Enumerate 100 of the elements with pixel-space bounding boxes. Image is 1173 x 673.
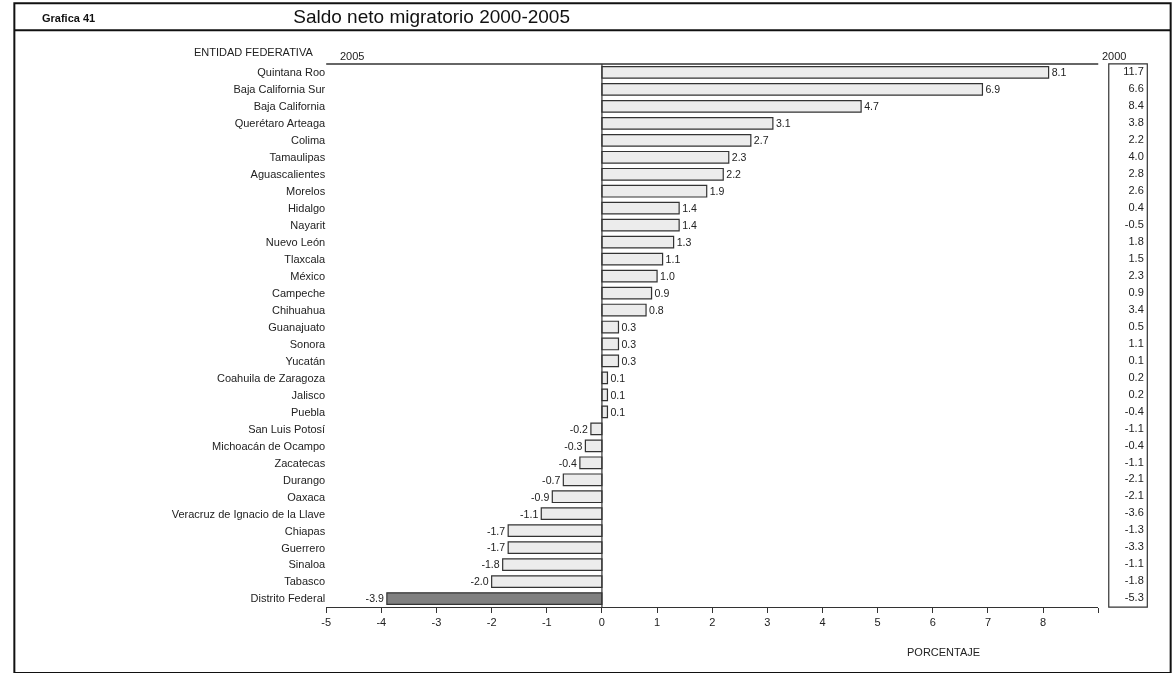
x-tick-label: -2	[486, 616, 497, 629]
text: -2.1	[1124, 489, 1144, 502]
y-tick-label: Chihuahua	[271, 303, 327, 316]
x-tick-label: -3	[431, 616, 442, 629]
text: -1.3	[1124, 523, 1144, 536]
data-label: -3.9	[365, 592, 384, 605]
y-tick-label: Nuevo León	[265, 236, 326, 248]
text: 2005	[340, 50, 365, 62]
text: -2.1	[1124, 472, 1144, 485]
y-tick-label: Tlaxcala	[284, 252, 327, 265]
y-tick-label: Sonora	[289, 337, 327, 350]
data-label: -0.2	[569, 422, 588, 435]
x-tick-label: 6	[929, 616, 936, 629]
text: -0.4	[1124, 404, 1144, 417]
text: Grafica 41	[42, 12, 96, 24]
text: 0.5	[1128, 319, 1144, 332]
text: 2.2	[1128, 133, 1144, 146]
data-label: 0.1	[610, 405, 626, 418]
data-label: -1.8	[481, 558, 500, 571]
y-tick-label: Quintana Roo	[257, 66, 326, 79]
y-tick-label: Guerrero	[281, 541, 326, 554]
text: -5.3	[1124, 591, 1144, 604]
y-tick-label: Aguascalientes	[250, 168, 326, 181]
data-label: 1.9	[709, 185, 725, 198]
text: 8.4	[1128, 99, 1144, 112]
data-label: 0.8	[649, 303, 664, 316]
y-tick-label: Campeche	[272, 286, 326, 299]
data-label: 3.1	[775, 117, 791, 130]
data-label: -1.7	[486, 524, 506, 537]
data-label: -2.0	[470, 575, 489, 588]
text: -1.8	[1124, 574, 1144, 587]
text: 3.4	[1128, 302, 1144, 315]
x-tick-label: -5	[321, 616, 332, 629]
text: 11.7	[1123, 65, 1144, 78]
x-tick-label: 4	[819, 616, 826, 629]
text: 4.0	[1128, 150, 1144, 163]
data-label: 2.3	[731, 151, 747, 164]
text: 2.3	[1128, 268, 1144, 281]
y-tick-label: Colima	[290, 134, 327, 147]
data-label: -0.3	[564, 439, 583, 452]
y-tick-label: Distrito Federal	[250, 592, 326, 605]
data-label: -0.9	[531, 490, 550, 503]
x-tick-label: 7	[984, 616, 992, 629]
y-tick-label: Morelos	[286, 185, 326, 198]
data-label: -1.1	[520, 507, 539, 520]
text: 0.4	[1128, 200, 1144, 213]
data-label: 8.1	[1051, 66, 1067, 79]
y-tick-label: Chiapas	[284, 524, 326, 537]
text: -1.1	[1124, 421, 1144, 434]
y-tick-label: Jalisco	[291, 388, 326, 401]
y-tick-label: Tabasco	[284, 575, 326, 588]
y-axis-title: ENTIDAD FEDERATIVA	[194, 46, 314, 58]
x-tick-label: 3	[764, 616, 771, 629]
y-tick-label: Zacatecas	[274, 456, 326, 469]
text: 0.2	[1128, 370, 1144, 383]
y-tick-label: Puebla	[290, 405, 327, 418]
y-tick-label: Querétaro Arteaga	[234, 117, 327, 130]
text: -1.1	[1124, 557, 1144, 570]
data-label: 6.9	[985, 83, 1001, 96]
data-label: 0.3	[621, 320, 637, 333]
data-label: 1.3	[676, 235, 692, 248]
data-label: 4.7	[864, 100, 879, 113]
data-label: 1.1	[665, 252, 681, 265]
text: 2.8	[1128, 167, 1144, 180]
text: -3.3	[1124, 540, 1144, 553]
y-tick-label: Guanajuato	[268, 320, 326, 333]
y-tick-label: Coahuila de Zaragoza	[216, 371, 327, 384]
y-tick-label: Yucatán	[285, 354, 326, 367]
text: 1.8	[1128, 234, 1144, 247]
text: -1.1	[1124, 455, 1144, 468]
data-label: -0.4	[558, 456, 577, 469]
y-tick-label: Veracruz de Ignacio de la Llave	[171, 507, 326, 520]
y-tick-label: Baja California	[253, 100, 327, 113]
x-tick-label: 8	[1040, 616, 1047, 629]
text: 6.6	[1128, 82, 1144, 95]
text: -3.6	[1124, 506, 1144, 519]
data-label: -0.7	[542, 473, 561, 486]
y-tick-label: Nayarit	[290, 219, 326, 232]
text: 0.9	[1128, 285, 1144, 298]
y-tick-label: Tamaulipas	[269, 151, 326, 164]
y-tick-label: Sinaloa	[288, 558, 327, 571]
x-tick-label: 2	[709, 616, 716, 629]
y-tick-label: Baja California Sur	[233, 83, 326, 96]
data-label: 2.7	[753, 134, 769, 147]
data-label: -1.7	[486, 541, 506, 554]
data-label: 1.4	[682, 219, 697, 232]
data-label: 0.1	[610, 388, 626, 401]
y-tick-label: Oaxaca	[287, 490, 327, 503]
text: -0.5	[1124, 217, 1144, 230]
text: 0.1	[1128, 353, 1144, 366]
text: 2.6	[1128, 183, 1144, 196]
x-tick-label: -4	[376, 616, 387, 629]
x-tick-label: 1	[654, 616, 661, 629]
data-label: 0.1	[610, 371, 626, 384]
y-tick-label: Durango	[283, 473, 326, 486]
text: 0.2	[1128, 387, 1144, 400]
text: -0.4	[1124, 438, 1144, 451]
data-label: 1.0	[660, 269, 675, 282]
text: 1.1	[1128, 336, 1144, 349]
data-label: 0.3	[621, 337, 637, 350]
